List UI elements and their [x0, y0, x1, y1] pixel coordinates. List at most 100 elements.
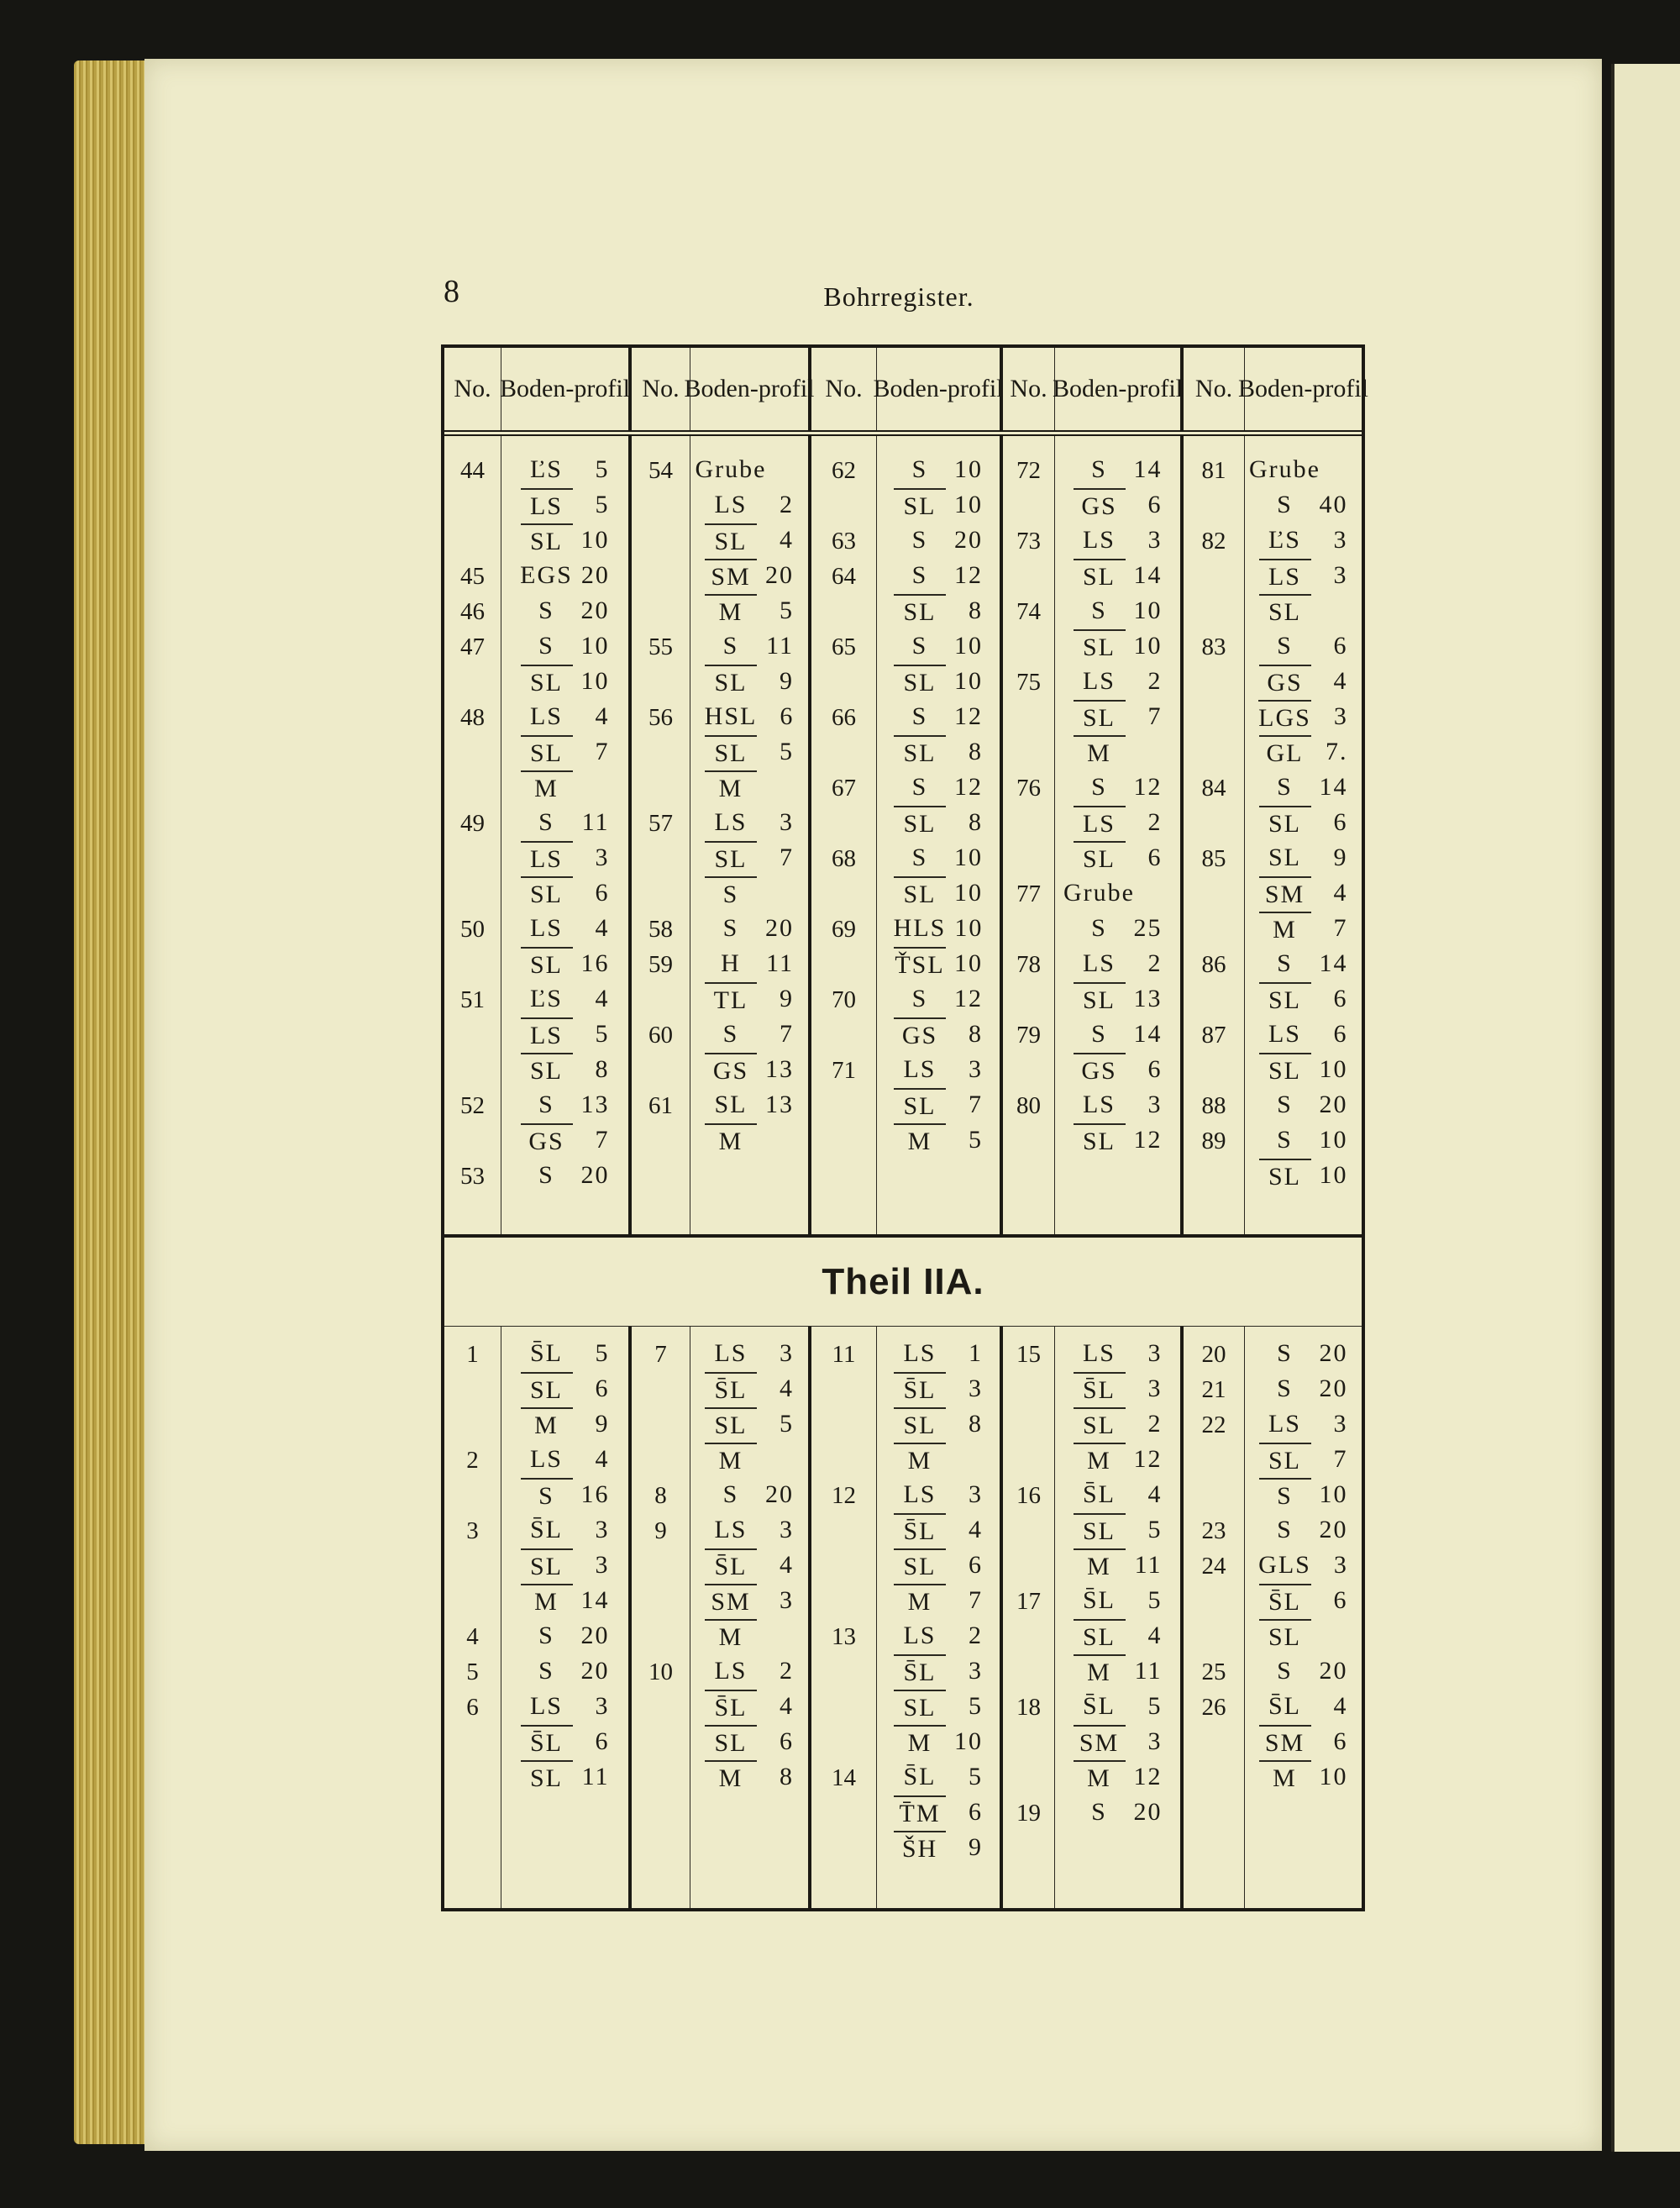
soil-layer: GS 7 [501, 1123, 628, 1159]
soil-code: LS [714, 491, 748, 518]
soil-profile-entry: S 20 [501, 1654, 628, 1690]
boring-number: 59 [648, 951, 673, 978]
soil-code: S̄L [894, 1654, 946, 1690]
soil-profile-entry: S 12 SL 8 [877, 559, 1000, 629]
profil-column: LS 1 S̄L 3 SL 8 M LS 3 S̄L 4 SL 6 M 7 LS 2 S̄L 3 SL 5 M 10 S̄L 5… [877, 1327, 1003, 1908]
soil-layer: S 10 [501, 629, 628, 665]
layer-depth: 11 [581, 808, 610, 836]
soil-profile-entry: S 20 [1055, 1795, 1180, 1831]
entry-number-block: 10 [632, 1654, 690, 1795]
boring-number: 62 [832, 457, 856, 484]
soil-code: S [911, 526, 928, 554]
boring-number: 79 [1016, 1022, 1041, 1049]
layer-depth: 5 [969, 1692, 983, 1720]
layer-depth: 5 [595, 455, 610, 483]
soil-layer: S̄L 4 [1245, 1690, 1362, 1725]
boring-number: 24 [1201, 1553, 1226, 1580]
boring-number: 58 [648, 916, 673, 943]
soil-layer: EGS 20 [501, 559, 628, 594]
soil-profile-entry: LS 3 S̄L 4 SM 3 M [690, 1513, 808, 1654]
soil-layer: S 14 [1245, 947, 1362, 982]
soil-layer: S 14 [1055, 453, 1180, 488]
boring-number: 6 [466, 1694, 479, 1721]
spacer [811, 1123, 876, 1159]
layer-depth: 20 [1319, 1091, 1348, 1118]
entry-number-block: 77 [1003, 876, 1054, 947]
boring-number: 56 [648, 704, 673, 731]
entry-number-block: 59 [632, 947, 690, 1017]
header-profil-line-1: Boden- [500, 375, 575, 402]
layer-depth: 3 [969, 1055, 983, 1083]
soil-code: LS [1268, 1410, 1301, 1438]
spacer [1184, 1053, 1244, 1088]
soil-layer: LS 3 [1055, 1088, 1180, 1123]
entry-number-block: 76 [1003, 770, 1054, 876]
boring-number: 75 [1016, 669, 1041, 696]
entry-number-block: 47 [444, 629, 501, 700]
layer-depth: 3 [780, 1339, 794, 1367]
soil-profile-entry: HLS 10 ŤSL 10 [877, 912, 1000, 982]
boring-number: 69 [832, 916, 856, 943]
spacer [1003, 841, 1054, 876]
layer-depth: 9 [969, 1833, 983, 1861]
entry-number-block: 79 [1003, 1017, 1054, 1088]
layer-depth: 2 [969, 1622, 983, 1649]
layer-depth: 12 [1133, 1445, 1163, 1473]
spacer [811, 806, 876, 841]
layer-depth: 16 [580, 1480, 610, 1508]
spacer [1003, 1619, 1054, 1654]
spacer [811, 735, 876, 770]
soil-code: GS [1073, 1053, 1126, 1088]
soil-layer: LS 3 [1245, 1407, 1362, 1443]
soil-code: S [911, 702, 928, 730]
soil-code: M [705, 1760, 757, 1795]
soil-layer: M 11 [1055, 1654, 1180, 1690]
layer-depth: 6 [1333, 632, 1348, 660]
soil-layer: S 11 [690, 629, 808, 665]
layer-depth: 13 [765, 1055, 794, 1083]
entry-number-block: 7 [632, 1337, 690, 1478]
soil-layer: SL 11 [501, 1760, 628, 1795]
spacer [1184, 1478, 1244, 1513]
soil-code: SL [705, 523, 757, 559]
soil-layer: LS 3 [501, 1690, 628, 1725]
entry-number-block: 63 [811, 523, 876, 559]
soil-code: M [1073, 1654, 1126, 1690]
layer-depth: 10 [1319, 1055, 1348, 1083]
soil-layer: M [690, 770, 808, 806]
soil-profile-entry: S̄L 4 SM 6 M 10 [1245, 1690, 1362, 1795]
soil-profile-entry: S 11 SL 9 [690, 629, 808, 700]
soil-layer: SL 6 [501, 876, 628, 912]
soil-layer: M [690, 1123, 808, 1159]
soil-layer: S 12 [877, 770, 1000, 806]
spacer [1184, 1443, 1244, 1478]
boring-number: 52 [460, 1092, 485, 1119]
layer-depth: 6 [595, 1727, 610, 1755]
soil-layer: SL 7 [1245, 1443, 1362, 1478]
boring-number: 87 [1201, 1022, 1226, 1049]
soil-layer: M 11 [1055, 1548, 1180, 1584]
soil-layer: S 20 [501, 594, 628, 629]
soil-profile-entry: S 10 SL 10 [877, 841, 1000, 912]
soil-code: ĽS [529, 985, 563, 1012]
layer-depth: 4 [595, 985, 610, 1012]
boring-number: 68 [832, 845, 856, 872]
soil-layer: SL 6 [1245, 982, 1362, 1017]
entry-number-block: 68 [811, 841, 876, 912]
layer-depth: 3 [969, 1657, 983, 1685]
soil-layer: LS 3 [501, 841, 628, 876]
layer-depth: 6 [969, 1798, 983, 1826]
soil-layer: SL 5 [877, 1690, 1000, 1725]
layer-depth: 20 [1319, 1339, 1348, 1367]
soil-profile-entry: S 10 SL 10 [877, 629, 1000, 700]
soil-code: S̄L [1082, 1480, 1116, 1508]
soil-code: S [538, 1657, 554, 1685]
layer-depth [757, 770, 794, 806]
boring-number: 26 [1201, 1694, 1226, 1721]
entry-number-block: 12 [811, 1478, 876, 1619]
spacer [811, 876, 876, 912]
layer-depth: 3 [969, 1375, 983, 1402]
soil-profile-entry: LS 3 S̄L 3 SL 2 M 12 [1055, 1337, 1180, 1478]
soil-layer: LS 3 [1055, 1337, 1180, 1372]
